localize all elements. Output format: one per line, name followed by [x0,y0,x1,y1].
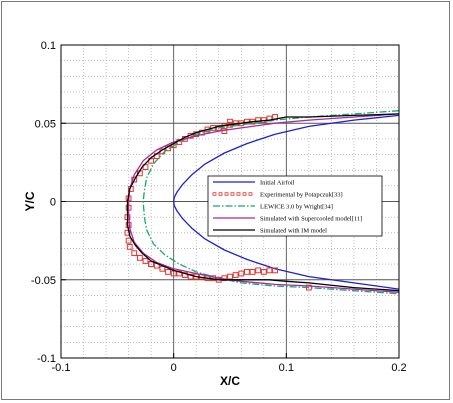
legend-swatch-marker [212,192,217,196]
x-tick-label: -0.1 [52,362,71,374]
data-point-marker [227,118,233,125]
y-tick-label: -0.05 [31,275,56,287]
legend-swatch-marker [242,192,247,196]
data-point-marker [136,254,143,261]
data-point-marker [238,270,245,277]
legend-entry: LEWICE 3.0 by Wright[34] [213,203,333,210]
legend-label: Experimental by Potapczuk[33] [260,191,343,198]
series-layer [124,110,400,295]
series-line-0 [173,114,400,290]
legend-swatch-marker [236,192,241,196]
x-tick-label: 0.2 [391,362,406,374]
legend-entry: Simulated with IM model [213,227,327,234]
legend-entry: Experimental by Potapczuk[33] [212,191,343,198]
data-point-marker [165,269,171,275]
legend-label: LEWICE 3.0 by Wright[34] [260,203,333,210]
data-point-marker [176,270,183,277]
legend-label: Initial Airfoil [260,179,295,186]
legend-box [207,175,383,237]
y-tick-label: 0.05 [35,118,56,130]
x-axis-title: X/C [220,374,240,388]
series-line-2 [142,110,400,295]
x-tick-label: 0.1 [279,362,294,374]
axis-ticks: -0.1 0 0.1 0.2 -0.1 -0.05 0 0.05 0.1 [31,40,407,374]
data-point-marker [170,270,177,277]
data-point-marker [260,269,267,275]
y-tick-label: 0 [50,197,56,209]
data-point-marker [126,243,133,250]
data-point-marker [244,269,250,275]
legend-swatch-marker [230,192,235,196]
data-point-marker [227,273,233,280]
y-tick-label: -0.1 [37,353,56,365]
legend-entry: Simulated with Supercooled model[11] [213,215,362,222]
x-tick-label: 0 [171,362,177,374]
data-point-marker [131,176,138,183]
series-line-4 [126,113,400,292]
legend-label: Simulated with Supercooled model[11] [260,215,362,222]
data-point-marker [142,164,149,170]
data-point-marker [182,272,188,278]
data-point-marker [187,273,194,280]
data-point-marker [142,258,149,264]
data-point-marker [159,265,166,272]
data-point-marker [266,267,273,274]
data-point-marker [131,250,138,257]
data-point-marker [249,269,256,275]
data-point-marker [125,237,132,244]
legend: Initial Airfoil Experimental by Potapczuk… [207,175,383,237]
y-axis-title: Y/C [23,191,37,211]
legend-swatch-marker [224,192,229,196]
legend-entry: Initial Airfoil [213,179,295,186]
data-point-marker [232,272,239,278]
legend-swatch-marker [248,192,253,196]
series-line-3 [127,113,400,293]
data-point-marker [272,267,278,274]
legend-swatch-marker [218,192,223,196]
data-point-marker [255,267,262,274]
y-tick-label: 0.1 [41,40,56,52]
legend-label: Simulated with IM model [260,227,327,234]
data-point-marker [124,229,131,236]
